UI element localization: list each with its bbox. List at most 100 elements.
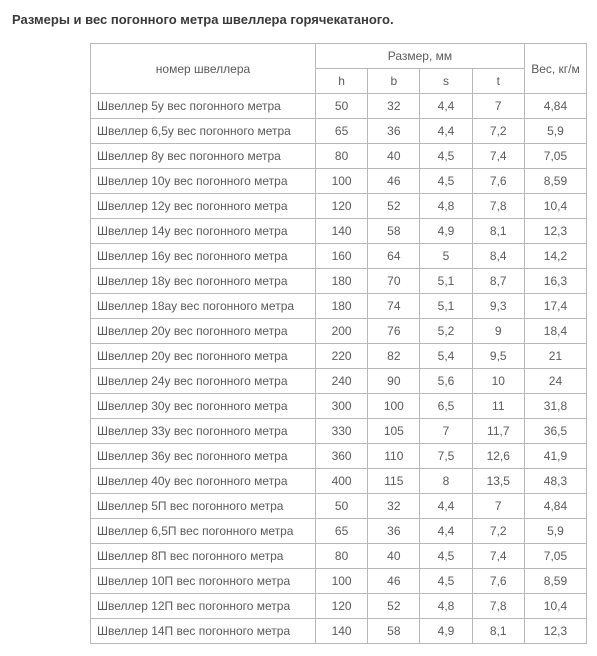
td-t: 11,7 (472, 419, 524, 444)
td-name: Швеллер 12у вес погонного метра (91, 194, 316, 219)
td-b: 32 (368, 494, 420, 519)
td-b: 90 (368, 369, 420, 394)
td-h: 120 (315, 194, 367, 219)
td-t: 8,4 (472, 244, 524, 269)
table-row: Швеллер 10П вес погонного метра100464,57… (91, 569, 587, 594)
td-w: 14,2 (524, 244, 586, 269)
page-title: Размеры и вес погонного метра швеллера г… (12, 12, 587, 27)
td-s: 4,4 (420, 494, 472, 519)
td-b: 52 (368, 594, 420, 619)
td-b: 46 (368, 169, 420, 194)
td-t: 7,6 (472, 169, 524, 194)
td-s: 5,2 (420, 319, 472, 344)
td-t: 13,5 (472, 469, 524, 494)
td-b: 82 (368, 344, 420, 369)
th-weight: Вес, кг/м (524, 44, 586, 94)
td-h: 80 (315, 144, 367, 169)
table-row: Швеллер 30у вес погонного метра3001006,5… (91, 394, 587, 419)
td-s: 8 (420, 469, 472, 494)
td-s: 5,6 (420, 369, 472, 394)
td-name: Швеллер 14у вес погонного метра (91, 219, 316, 244)
td-s: 5,4 (420, 344, 472, 369)
td-b: 100 (368, 394, 420, 419)
td-name: Швеллер 8П вес погонного метра (91, 544, 316, 569)
td-s: 6,5 (420, 394, 472, 419)
td-w: 12,3 (524, 219, 586, 244)
td-b: 70 (368, 269, 420, 294)
table-row: Швеллер 36у вес погонного метра3601107,5… (91, 444, 587, 469)
td-w: 4,84 (524, 94, 586, 119)
td-w: 17,4 (524, 294, 586, 319)
td-h: 240 (315, 369, 367, 394)
td-b: 46 (368, 569, 420, 594)
td-name: Швеллер 30у вес погонного метра (91, 394, 316, 419)
table-row: Швеллер 40у вес погонного метра400115813… (91, 469, 587, 494)
td-b: 40 (368, 144, 420, 169)
th-name: номер швеллера (91, 44, 316, 94)
td-t: 9,5 (472, 344, 524, 369)
td-w: 4,84 (524, 494, 586, 519)
td-t: 9 (472, 319, 524, 344)
table-row: Швеллер 14П вес погонного метра140584,98… (91, 619, 587, 644)
td-w: 12,3 (524, 619, 586, 644)
td-h: 100 (315, 169, 367, 194)
channel-table: номер швеллера Размер, мм Вес, кг/м h b … (90, 43, 587, 644)
td-t: 8,7 (472, 269, 524, 294)
td-t: 9,3 (472, 294, 524, 319)
td-w: 18,4 (524, 319, 586, 344)
table-row: Швеллер 20у вес погонного метра220825,49… (91, 344, 587, 369)
td-b: 32 (368, 94, 420, 119)
td-h: 140 (315, 619, 367, 644)
td-h: 220 (315, 344, 367, 369)
td-b: 36 (368, 519, 420, 544)
td-name: Швеллер 20у вес погонного метра (91, 319, 316, 344)
td-w: 10,4 (524, 594, 586, 619)
td-s: 4,9 (420, 619, 472, 644)
td-t: 7 (472, 494, 524, 519)
td-name: Швеллер 36у вес погонного метра (91, 444, 316, 469)
td-s: 4,5 (420, 144, 472, 169)
td-h: 140 (315, 219, 367, 244)
td-t: 10 (472, 369, 524, 394)
td-name: Швеллер 18у вес погонного метра (91, 269, 316, 294)
td-h: 200 (315, 319, 367, 344)
table-row: Швеллер 5П вес погонного метра50324,474,… (91, 494, 587, 519)
td-name: Швеллер 16у вес погонного метра (91, 244, 316, 269)
table-row: Швеллер 12П вес погонного метра120524,87… (91, 594, 587, 619)
td-h: 330 (315, 419, 367, 444)
td-b: 36 (368, 119, 420, 144)
td-h: 360 (315, 444, 367, 469)
table-row: Швеллер 18у вес погонного метра180705,18… (91, 269, 587, 294)
td-w: 21 (524, 344, 586, 369)
td-name: Швеллер 18ау вес погонного метра (91, 294, 316, 319)
table-row: Швеллер 20у вес погонного метра200765,29… (91, 319, 587, 344)
table-row: Швеллер 12у вес погонного метра120524,87… (91, 194, 587, 219)
table-row: Швеллер 24у вес погонного метра240905,61… (91, 369, 587, 394)
td-name: Швеллер 14П вес погонного метра (91, 619, 316, 644)
table-row: Швеллер 16у вес погонного метра1606458,4… (91, 244, 587, 269)
td-h: 120 (315, 594, 367, 619)
td-name: Швеллер 24у вес погонного метра (91, 369, 316, 394)
th-h: h (315, 69, 367, 94)
td-s: 4,5 (420, 569, 472, 594)
td-b: 40 (368, 544, 420, 569)
td-h: 65 (315, 519, 367, 544)
td-t: 7,4 (472, 544, 524, 569)
td-name: Швеллер 6,5П вес погонного метра (91, 519, 316, 544)
td-s: 4,5 (420, 169, 472, 194)
td-b: 58 (368, 219, 420, 244)
td-t: 11 (472, 394, 524, 419)
td-name: Швеллер 10П вес погонного метра (91, 569, 316, 594)
td-b: 105 (368, 419, 420, 444)
td-w: 7,05 (524, 544, 586, 569)
td-s: 4,4 (420, 519, 472, 544)
td-h: 80 (315, 544, 367, 569)
td-w: 24 (524, 369, 586, 394)
td-name: Швеллер 20у вес погонного метра (91, 344, 316, 369)
table-row: Швеллер 18ау вес погонного метра180745,1… (91, 294, 587, 319)
table-row: Швеллер 5у вес погонного метра50324,474,… (91, 94, 587, 119)
td-w: 48,3 (524, 469, 586, 494)
td-t: 8,1 (472, 619, 524, 644)
td-name: Швеллер 40у вес погонного метра (91, 469, 316, 494)
td-s: 7 (420, 419, 472, 444)
